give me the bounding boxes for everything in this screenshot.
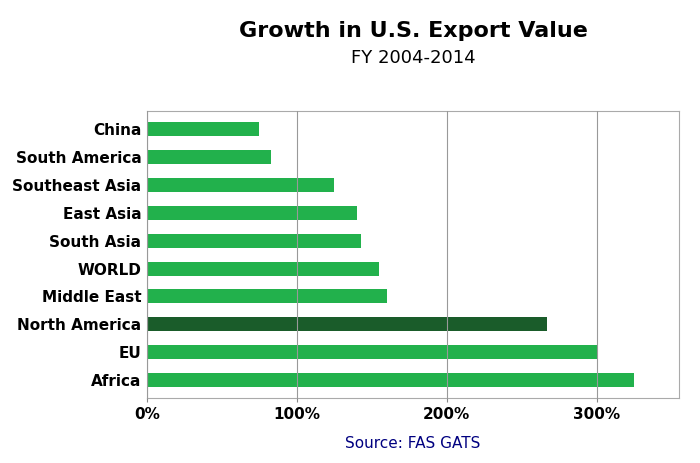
Bar bbox=[147, 206, 357, 220]
Bar bbox=[147, 122, 260, 136]
Text: Growth in U.S. Export Value: Growth in U.S. Export Value bbox=[239, 21, 587, 41]
Bar bbox=[147, 345, 596, 359]
Bar bbox=[147, 234, 361, 248]
Text: FY 2004-2014: FY 2004-2014 bbox=[351, 49, 475, 67]
Bar bbox=[147, 373, 634, 387]
Bar bbox=[147, 150, 272, 164]
Text: Source: FAS GATS: Source: FAS GATS bbox=[345, 437, 481, 451]
Bar bbox=[147, 289, 387, 303]
Bar bbox=[147, 317, 547, 332]
Bar bbox=[147, 262, 379, 275]
Bar bbox=[147, 178, 335, 192]
